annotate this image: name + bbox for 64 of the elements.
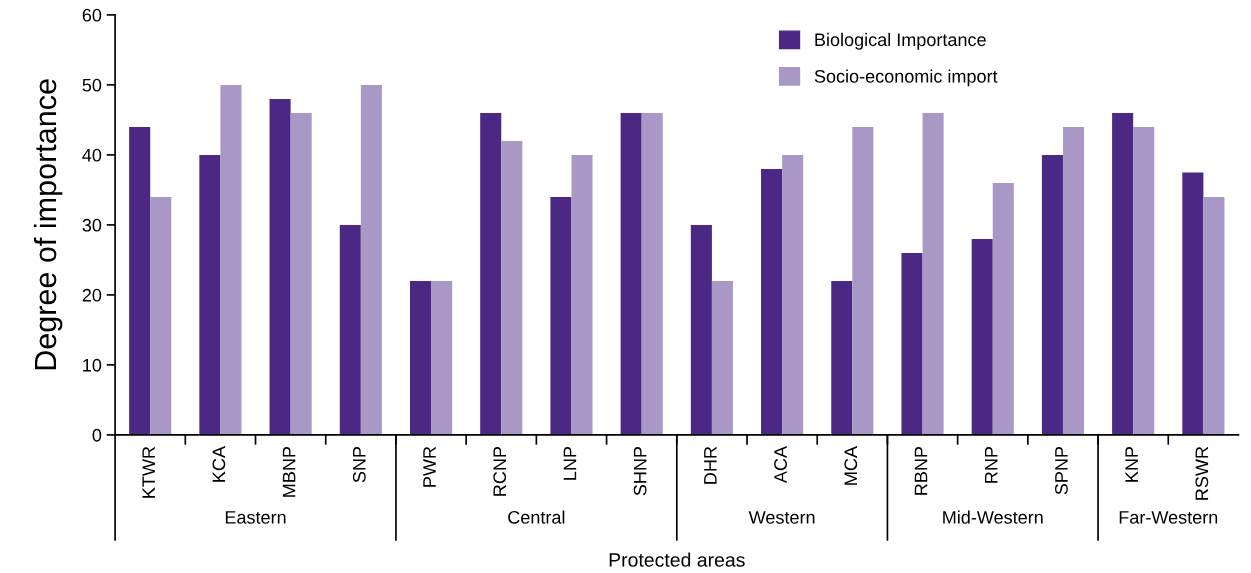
bar (971, 238, 993, 435)
y-tick-label: 50 (82, 78, 102, 92)
bar (922, 112, 944, 435)
y-tick-label: 30 (82, 218, 102, 232)
bar (1112, 112, 1134, 435)
bar (129, 126, 151, 435)
y-tick-label: 0 (92, 428, 102, 442)
bar (620, 112, 642, 435)
bar (761, 168, 783, 435)
bar (711, 280, 733, 435)
x-tick-label: DHR (704, 446, 717, 484)
text: Western (748, 511, 815, 524)
bar (431, 280, 453, 435)
legend-label: Biological Importance (815, 32, 986, 50)
legend-label: Socio-economic import (814, 69, 998, 87)
text: Central (508, 510, 565, 524)
bar (199, 154, 221, 435)
text: Mid-Western (943, 510, 1043, 524)
x-tick-label: MBNP (282, 446, 296, 497)
y-tick-label: 40 (82, 148, 102, 162)
x-tick-label: RBNP (914, 446, 928, 495)
x-tick-label: RNP (984, 446, 998, 483)
bar (269, 98, 291, 435)
bar (1133, 126, 1155, 435)
bar (1041, 154, 1063, 435)
bar (1062, 126, 1085, 435)
x-tick-label: RCNP (493, 446, 507, 496)
x-tick-label: SHNP (633, 446, 647, 496)
x-axis-title: Protected areas (609, 552, 745, 567)
bar (480, 112, 502, 435)
y-tick-label: 20 (82, 288, 102, 302)
bar (150, 196, 172, 435)
x-tick-label: RSWR (1195, 446, 1209, 500)
x-tick-label: LNP (563, 446, 577, 480)
bar (550, 196, 572, 435)
bar (409, 280, 432, 435)
bar (782, 154, 804, 435)
x-tick-label: PWR (423, 446, 436, 487)
bar (290, 112, 312, 435)
x-tick-label: KNP (1125, 446, 1138, 482)
x-tick-label: SNP (352, 446, 366, 483)
text: Eastern (225, 511, 286, 524)
bar (1182, 172, 1204, 435)
x-tick-label: ACA (774, 446, 787, 484)
bar (1203, 196, 1225, 435)
bar (360, 84, 382, 435)
bar (901, 252, 923, 435)
x-tick-label: MCA (844, 446, 858, 485)
text: Far-Western (1119, 511, 1218, 524)
y-tick-label: 60 (82, 8, 102, 22)
bar (690, 224, 712, 435)
y-axis-title: Degree of importance (33, 79, 63, 370)
bar (641, 112, 663, 435)
x-tick-label: SPNP (1055, 446, 1068, 495)
x-tick-label: KTWR (142, 446, 155, 498)
x-tick-label: KCA (212, 446, 226, 482)
bar (571, 154, 593, 435)
y-tick-label: 10 (83, 358, 102, 372)
bar (501, 140, 523, 435)
bar (852, 126, 874, 435)
bar (992, 182, 1014, 435)
bar (831, 280, 853, 435)
bar (339, 224, 361, 435)
bar (220, 84, 242, 435)
